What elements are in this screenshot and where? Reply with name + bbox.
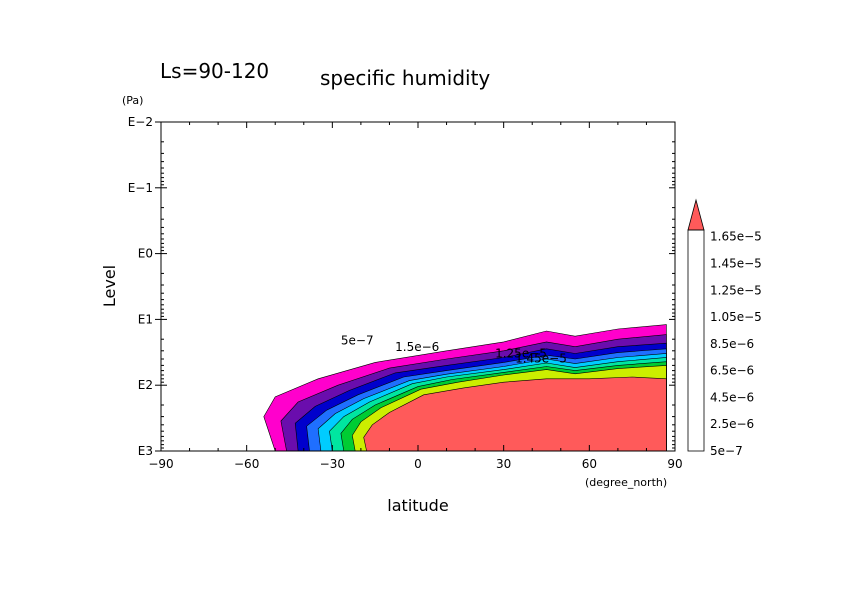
y-tick-label: E0 bbox=[138, 247, 153, 261]
chart-title-right: specific humidity bbox=[320, 66, 490, 90]
chart-title-left: Ls=90-120 bbox=[160, 59, 269, 83]
colorbar-label: 1.45e−5 bbox=[710, 257, 762, 271]
x-tick-label: −90 bbox=[148, 457, 173, 471]
contour-label-1: 1.5e−6 bbox=[395, 340, 439, 354]
colorbar-frame bbox=[687, 229, 705, 452]
contour-label-3: 1.45e−5 bbox=[515, 351, 567, 365]
y-axis-title: Level bbox=[100, 265, 119, 307]
y-tick-label: E−1 bbox=[128, 181, 153, 195]
contour-labels: 5e−7 1.5e−6 1.25e−51.45e−5 bbox=[341, 333, 567, 365]
y-tick-label: E3 bbox=[138, 444, 153, 458]
colorbar-label: 2.5e−6 bbox=[710, 417, 754, 431]
colorbar-overflow-arrow bbox=[687, 198, 705, 231]
colorbar: 5e−7 2.5e−6 4.5e−6 6.5e−6 8.5e−6 1.05e−5 1.25e… bbox=[687, 198, 762, 458]
x-tick-label: 60 bbox=[582, 457, 597, 471]
colorbar-label: 8.5e−6 bbox=[710, 337, 754, 351]
colorbar-label: 4.5e−6 bbox=[710, 390, 754, 404]
colorbar-label: 1.05e−5 bbox=[710, 310, 762, 324]
contour-field bbox=[263, 324, 667, 452]
colorbar-label: 5e−7 bbox=[710, 444, 743, 458]
colorbar-label: 6.5e−6 bbox=[710, 364, 754, 378]
y-tick-label: E1 bbox=[138, 312, 153, 326]
contour-label-0: 5e−7 bbox=[341, 333, 374, 347]
x-tick-label: 90 bbox=[667, 457, 682, 471]
x-axis-title: latitude bbox=[387, 496, 448, 515]
x-tick-label: −60 bbox=[234, 457, 259, 471]
y-axis: E−2 E−1 E0 E1 E2 E3 bbox=[128, 115, 675, 458]
x-tick-label: −30 bbox=[320, 457, 345, 471]
colorbar-label: 1.65e−5 bbox=[710, 230, 762, 244]
contour-label-2: 1.25e−5 bbox=[495, 347, 547, 361]
x-axis: −90 −60 −30 0 30 60 90 bbox=[148, 122, 683, 471]
y-tick-label: E−2 bbox=[128, 115, 153, 129]
x-axis-unit: (degree_north) bbox=[585, 476, 667, 489]
colorbar-label: 1.25e−5 bbox=[710, 283, 762, 297]
x-tick-label: 0 bbox=[414, 457, 422, 471]
x-tick-label: 30 bbox=[496, 457, 511, 471]
y-axis-unit: (Pa) bbox=[122, 94, 143, 107]
y-tick-label: E2 bbox=[138, 378, 153, 392]
contour-band-8 bbox=[363, 376, 667, 452]
